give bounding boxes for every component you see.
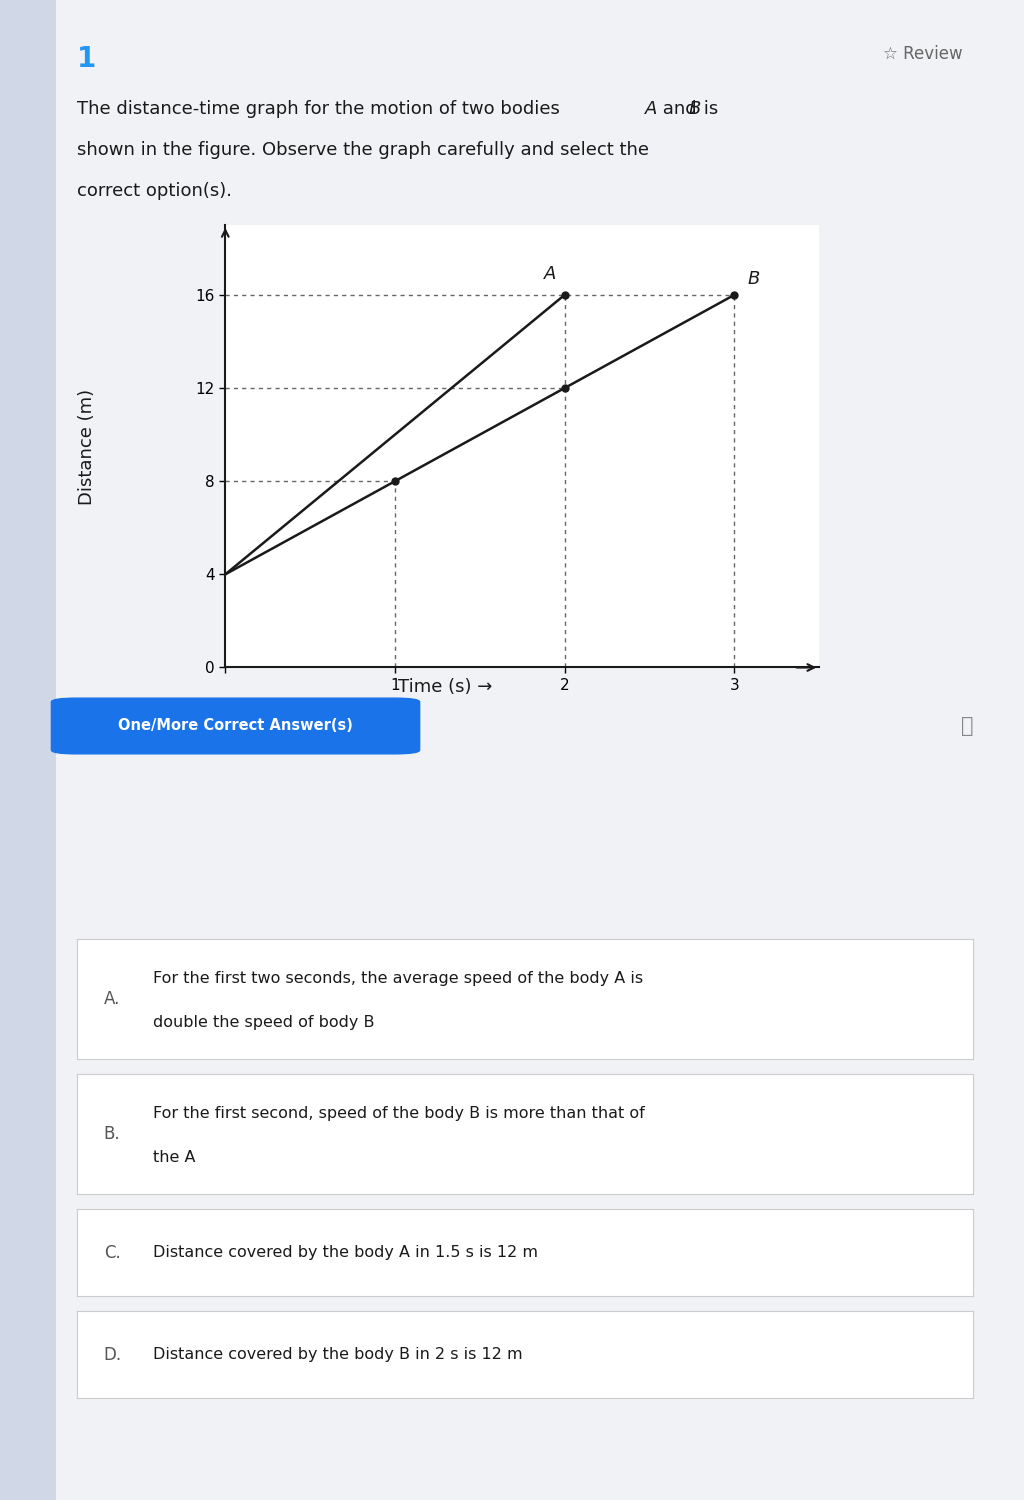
Text: the A: the A [153, 1150, 196, 1166]
Text: B: B [748, 270, 760, 288]
Text: B.: B. [103, 1125, 120, 1143]
Text: Time (s) →: Time (s) → [398, 678, 493, 696]
Text: Distance covered by the body A in 1.5 s is 12 m: Distance covered by the body A in 1.5 s … [153, 1245, 538, 1260]
Text: Distance (m): Distance (m) [78, 388, 96, 506]
Text: ☆ Review: ☆ Review [883, 45, 963, 63]
Text: One/More Correct Answer(s): One/More Correct Answer(s) [118, 718, 353, 734]
Text: D.: D. [103, 1346, 122, 1364]
Text: A: A [544, 266, 556, 284]
Text: shown in the figure. Observe the graph carefully and select the: shown in the figure. Observe the graph c… [77, 141, 649, 159]
Text: For the first two seconds, the average speed of the body A is: For the first two seconds, the average s… [153, 970, 643, 986]
Text: and: and [657, 100, 702, 118]
Text: ⓘ: ⓘ [962, 716, 974, 736]
Text: double the speed of body B: double the speed of body B [153, 1016, 375, 1031]
Text: A.: A. [103, 990, 120, 1008]
Text: B: B [688, 100, 700, 118]
Text: C.: C. [103, 1244, 121, 1262]
Text: For the first second, speed of the body B is more than that of: For the first second, speed of the body … [153, 1106, 645, 1120]
Text: A: A [645, 100, 657, 118]
FancyBboxPatch shape [51, 698, 420, 754]
Text: 1: 1 [77, 45, 96, 74]
Text: Distance covered by the body B in 2 s is 12 m: Distance covered by the body B in 2 s is… [153, 1347, 522, 1362]
Text: is: is [698, 100, 719, 118]
Text: correct option(s).: correct option(s). [77, 182, 231, 200]
Text: The distance-time graph for the motion of two bodies: The distance-time graph for the motion o… [77, 100, 565, 118]
